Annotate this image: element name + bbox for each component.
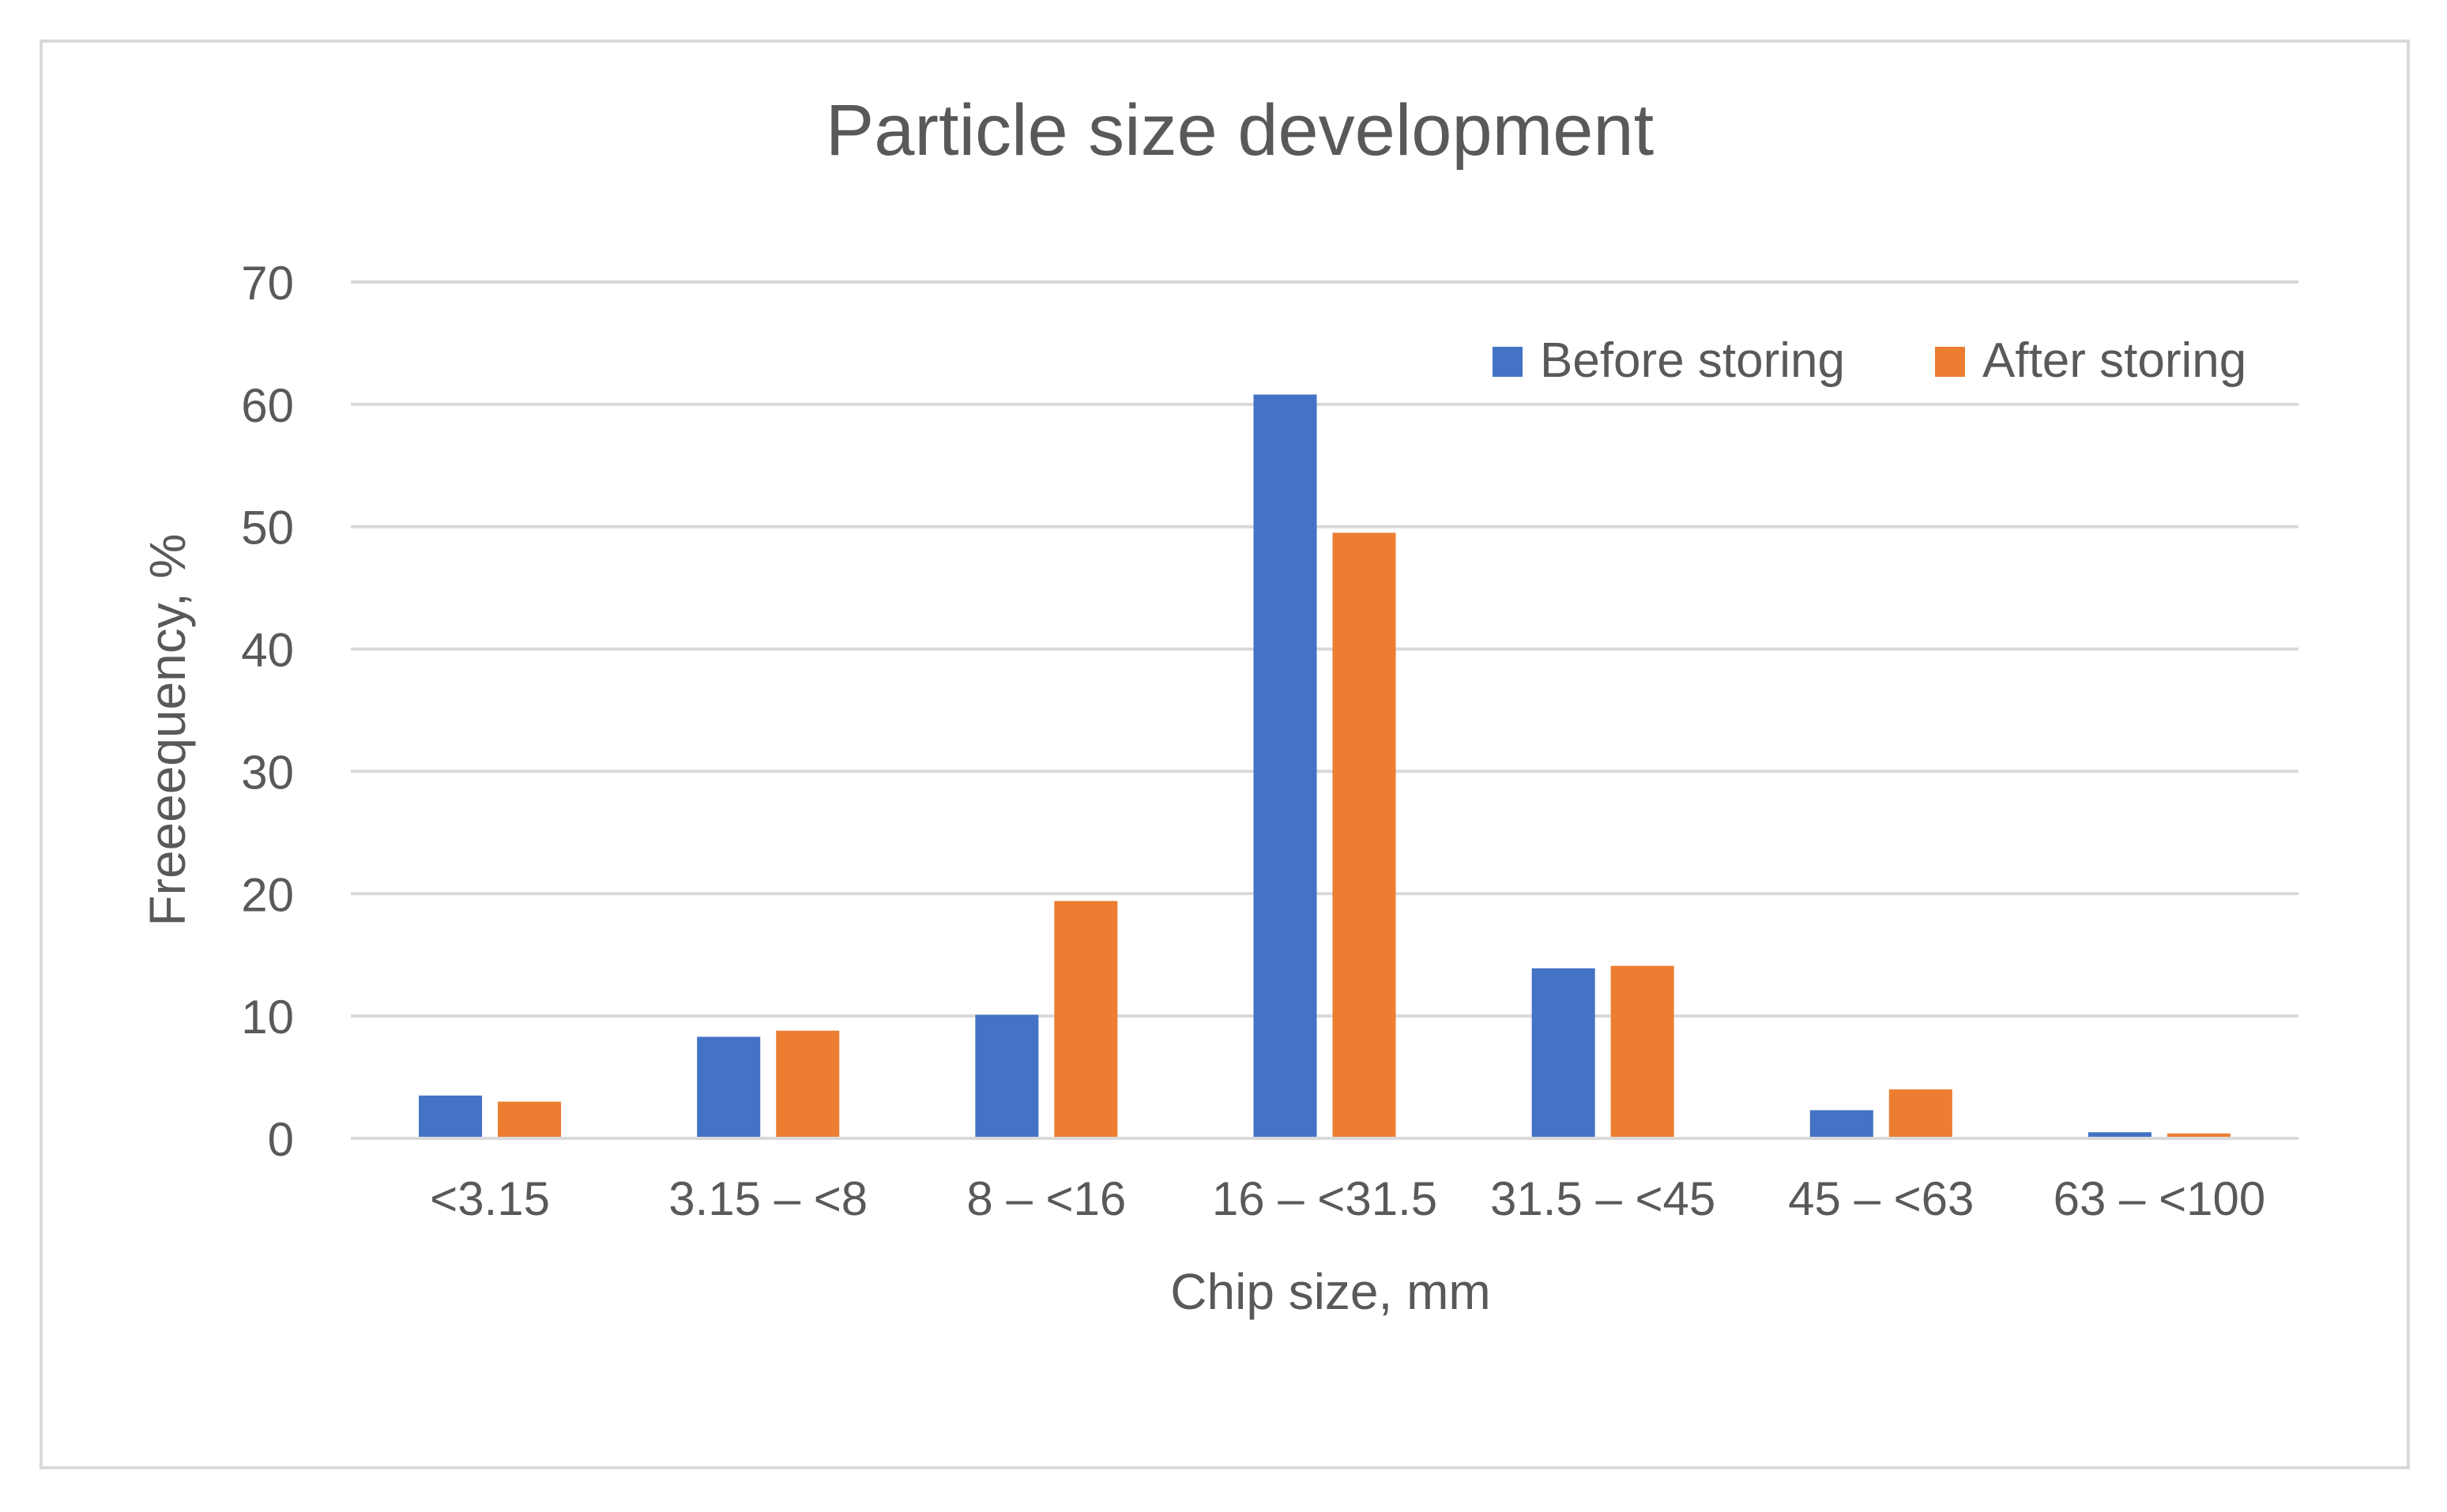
legend-swatch-0 [1493, 347, 1523, 377]
x-axis-ticks: <3.15 3.15 – <8 8 – <16 16 – <31.5 31.5 – <4… [430, 1172, 2265, 1225]
y-tick-label: 50 [241, 502, 294, 555]
legend-label-0: Before storing [1540, 333, 1845, 388]
bar-before-6 [2087, 1132, 2151, 1138]
y-tick-label: 20 [241, 868, 294, 921]
chart-title: Particle size development [826, 90, 1654, 171]
y-tick-label: 70 [241, 257, 294, 310]
bar-before-0 [419, 1095, 483, 1138]
y-axis-ticks: 0 10 20 30 40 50 60 70 [241, 257, 294, 1166]
legend-swatch-1 [1935, 347, 1965, 377]
bar-chart: Particle size development 0 10 20 30 40 50 60 7… [139, 90, 2298, 1320]
x-tick-label: 31.5 – <45 [1490, 1172, 1715, 1225]
x-tick-label: 16 – <31.5 [1212, 1172, 1437, 1225]
bars [419, 394, 2231, 1138]
x-tick-label: <3.15 [430, 1172, 550, 1225]
legend-label-1: After storing [1982, 333, 2246, 388]
legend: Before storing After storing [1493, 333, 2246, 388]
bar-before-3 [1253, 394, 1317, 1138]
x-tick-label: 45 – <63 [1788, 1172, 1974, 1225]
y-tick-label: 0 [268, 1113, 294, 1166]
bar-before-2 [975, 1014, 1039, 1138]
bar-after-4 [1610, 965, 1674, 1138]
bar-after-3 [1332, 532, 1396, 1138]
bar-before-4 [1531, 968, 1595, 1138]
y-tick-label: 10 [241, 991, 294, 1044]
bar-after-0 [498, 1101, 562, 1138]
bar-after-2 [1054, 901, 1118, 1138]
x-tick-label: 3.15 – <8 [668, 1172, 868, 1225]
bar-after-1 [776, 1030, 840, 1138]
x-axis-label: Chip size, mm [1170, 1263, 1490, 1320]
gridlines [351, 280, 2298, 1018]
chart-frame: Particle size development 0 10 20 30 40 50 60 7… [40, 39, 2410, 1469]
y-tick-label: 30 [241, 746, 294, 799]
x-tick-label: 63 – <100 [2054, 1172, 2266, 1225]
y-tick-label: 60 [241, 379, 294, 432]
y-tick-label: 40 [241, 624, 294, 677]
bar-after-5 [1888, 1089, 1952, 1138]
bar-after-6 [2167, 1133, 2231, 1138]
bar-before-1 [697, 1036, 761, 1138]
bar-before-5 [1809, 1110, 1873, 1138]
y-axis-label: Freeeequency, % [139, 534, 196, 927]
x-tick-label: 8 – <16 [966, 1172, 1126, 1225]
